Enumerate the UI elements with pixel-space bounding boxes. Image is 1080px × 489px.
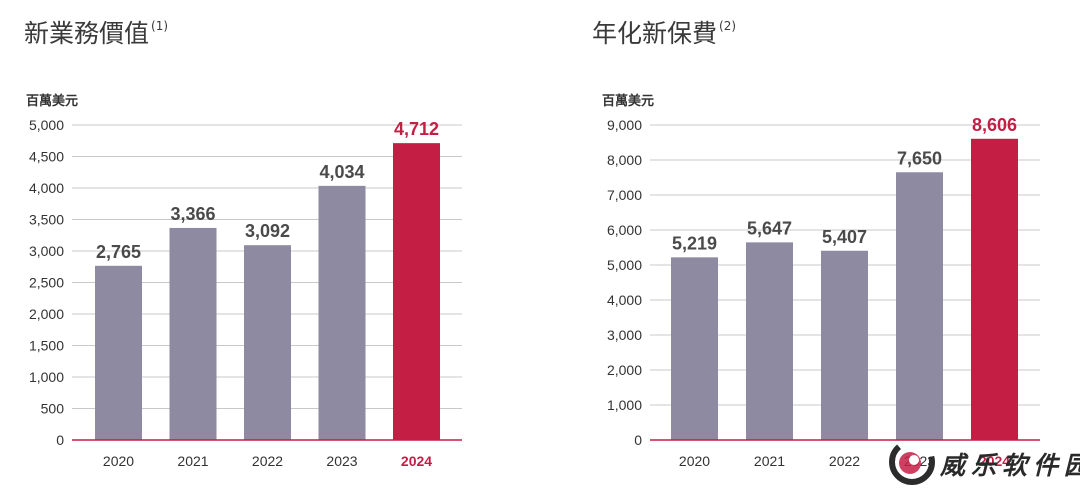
x-tick-label-2021: 2021 <box>754 453 785 469</box>
x-tick-label-2024: 2024 <box>979 453 1010 469</box>
chart-unit-label: 百萬美元 <box>602 94 655 109</box>
y-tick-label: 1,500 <box>29 338 64 354</box>
bar-2023 <box>896 172 943 440</box>
y-tick-label: 0 <box>634 432 642 448</box>
data-label-2021: 5,647 <box>747 218 792 238</box>
y-tick-label: 8,000 <box>607 152 642 168</box>
y-tick-label: 2,000 <box>29 306 64 322</box>
y-tick-label: 3,000 <box>607 327 642 343</box>
data-label-2023: 7,650 <box>897 148 942 168</box>
y-tick-label: 1,000 <box>29 369 64 385</box>
x-tick-label-2023: 2023 <box>326 453 357 469</box>
chart-title: 新業務價值 (1) <box>24 19 169 48</box>
chart-unit-label: 百萬美元 <box>26 94 79 109</box>
bar-2021 <box>169 227 217 440</box>
y-tick-label: 5,000 <box>29 117 64 133</box>
y-tick-label: 2,000 <box>607 362 642 378</box>
x-tick-label-2022: 2022 <box>829 453 860 469</box>
data-label-2022: 3,092 <box>245 221 290 241</box>
bar-2024 <box>393 143 440 441</box>
y-tick-label: 3,000 <box>29 243 64 259</box>
y-tick-label: 5,000 <box>607 257 642 273</box>
y-tick-label: 6,000 <box>607 222 642 238</box>
bar-2023 <box>318 185 366 440</box>
bar-2022 <box>244 245 291 440</box>
x-tick-label-2024: 2024 <box>401 453 432 469</box>
data-label-2024: 4,712 <box>394 119 439 139</box>
swirl-logo-icon <box>889 439 935 485</box>
data-label-2021: 3,366 <box>170 204 215 224</box>
bar-chart-new-business-value: 0 500 1,000 1,500 2,000 2,500 3,000 3,500 4,000 4… <box>29 117 462 469</box>
x-tick-label-2022: 2022 <box>252 453 283 469</box>
data-label-2020: 5,219 <box>672 233 717 253</box>
data-label-2024: 8,606 <box>972 115 1017 135</box>
x-tick-label-2021: 2021 <box>177 453 208 469</box>
y-tick-label: 2,500 <box>29 275 64 291</box>
bar-2021 <box>746 242 793 440</box>
y-tick-label: 3,500 <box>29 212 64 228</box>
watermark-text: 威乐软件园 <box>940 451 1080 480</box>
data-label-2023: 4,034 <box>319 162 364 182</box>
bar-2024 <box>971 138 1018 441</box>
chart-panel-new-business-value: 新業務價值 (1) 百萬美元 0 500 1,000 1,500 2,000 2,500 3,… <box>24 19 462 469</box>
y-tick-label: 0 <box>56 432 64 448</box>
y-tick-label: 4,000 <box>29 180 64 196</box>
bar-chart-annualized-new-premium: 0 1,000 2,000 3,000 4,000 5,000 6,000 7,000 8,00… <box>607 115 1040 469</box>
y-tick-label: 4,000 <box>607 292 642 308</box>
data-label-2022: 5,407 <box>822 227 867 247</box>
bar-2020 <box>671 257 718 440</box>
y-tick-label: 7,000 <box>607 187 642 203</box>
bar-2022 <box>821 250 868 440</box>
data-label-2020: 2,765 <box>96 242 141 262</box>
chart-title: 年化新保費 (2) <box>592 19 737 48</box>
y-tick-label: 500 <box>41 401 65 417</box>
chart-panel-annualized-new-premium: 年化新保費 (2) 百萬美元 0 1,000 2,000 3,000 4,000 5,000… <box>580 0 1080 489</box>
y-tick-label: 4,500 <box>29 149 64 165</box>
y-tick-label: 9,000 <box>607 117 642 133</box>
bar-2020 <box>95 265 142 440</box>
y-tick-label: 1,000 <box>607 397 642 413</box>
watermark: 威乐软件园 <box>888 438 1080 486</box>
x-tick-label-2020: 2020 <box>679 453 710 469</box>
x-tick-label-2020: 2020 <box>103 453 134 469</box>
